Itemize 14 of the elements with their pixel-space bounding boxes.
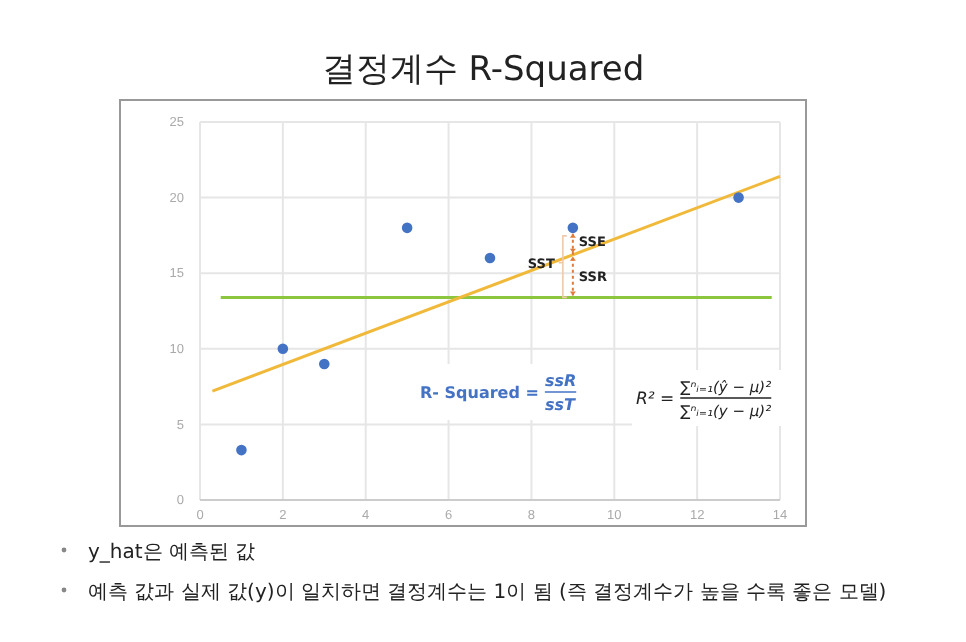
text: 예측 값과 실제 값(y)이 일치하면 결정계수는 1이 됨 (즉 결정계수가 높을 수록 좋은 모델) bbox=[88, 582, 887, 604]
point bbox=[318, 358, 330, 370]
point bbox=[567, 222, 579, 234]
point bbox=[733, 192, 744, 203]
point bbox=[277, 343, 289, 355]
point bbox=[401, 222, 413, 234]
chart-title: 결정계수 R-Squared bbox=[321, 50, 645, 90]
point bbox=[236, 444, 247, 456]
text: y_hat은 예측된 값 bbox=[88, 542, 256, 564]
point bbox=[484, 252, 496, 264]
annotation: ssR bbox=[544, 372, 577, 390]
annotation: R² = bbox=[636, 390, 675, 410]
annotation: R- Squared = bbox=[420, 384, 539, 402]
annotation: ssT bbox=[544, 396, 576, 414]
